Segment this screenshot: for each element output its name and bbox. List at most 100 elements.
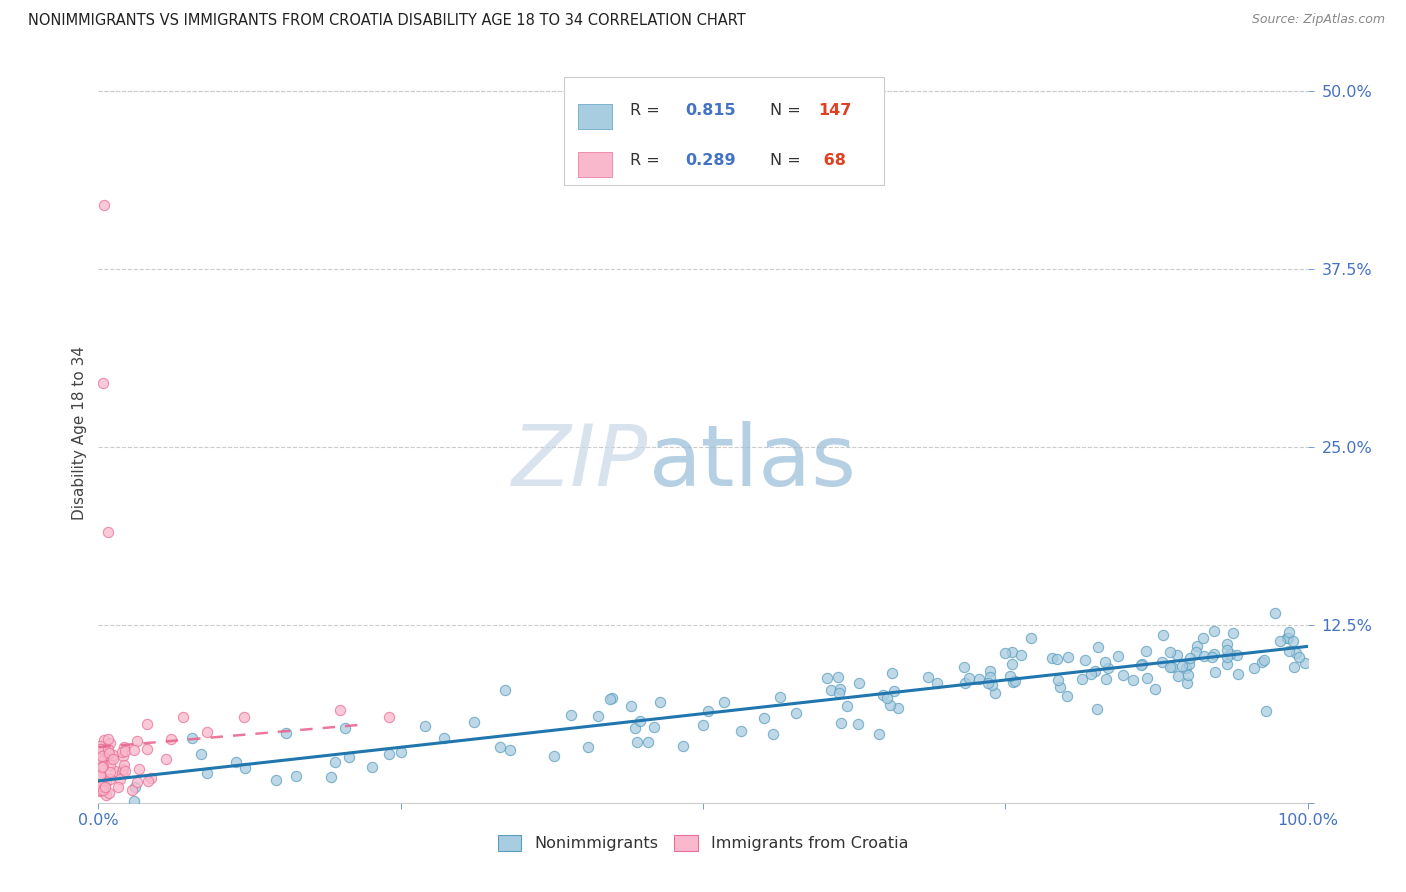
Point <box>413 718 436 732</box>
Point <box>1057 650 1080 665</box>
Point <box>1226 648 1249 662</box>
Y-axis label: Disability Age 18 to 34: Disability Age 18 to 34 <box>72 345 87 520</box>
Point <box>1160 660 1182 674</box>
Point <box>361 760 384 774</box>
Point <box>1278 624 1301 639</box>
Point <box>93 780 115 794</box>
Legend: Nonimmigrants, Immigrants from Croatia: Nonimmigrants, Immigrants from Croatia <box>491 829 915 858</box>
Point <box>284 769 307 783</box>
Point <box>90 754 112 768</box>
Point <box>90 760 112 774</box>
Point <box>828 681 851 696</box>
Point <box>979 670 1001 684</box>
Point <box>1216 643 1239 657</box>
Point <box>1130 657 1153 671</box>
Point <box>827 670 849 684</box>
Point <box>1178 657 1201 671</box>
Point <box>626 735 648 749</box>
Point <box>1227 667 1250 681</box>
Point <box>94 775 117 789</box>
Point <box>1010 648 1032 662</box>
Point <box>1046 673 1069 687</box>
Point <box>93 733 115 747</box>
Point <box>122 743 145 757</box>
Point <box>160 731 183 746</box>
Point <box>830 716 852 731</box>
Point <box>1204 624 1226 639</box>
Point <box>1192 649 1215 664</box>
Point <box>1222 626 1244 640</box>
Point <box>560 707 582 722</box>
Point <box>135 741 157 756</box>
Point <box>89 777 111 791</box>
Point <box>94 788 117 802</box>
Point <box>994 646 1017 660</box>
Point <box>1071 673 1094 687</box>
Point <box>1004 673 1026 688</box>
Point <box>90 774 112 789</box>
Point <box>696 704 718 718</box>
Point <box>138 774 160 789</box>
Point <box>329 703 352 717</box>
Point <box>1001 645 1024 659</box>
Point <box>321 770 343 784</box>
Point <box>1152 655 1174 669</box>
Point <box>90 780 112 794</box>
Point <box>1277 631 1299 645</box>
Bar <box>578 153 613 178</box>
Point <box>1135 643 1157 657</box>
Point <box>1094 655 1116 669</box>
Point <box>141 771 163 785</box>
Point <box>1107 648 1129 663</box>
Point <box>643 720 665 734</box>
Point <box>111 765 134 780</box>
Text: NONIMMIGRANTS VS IMMIGRANTS FROM CROATIA DISABILITY AGE 18 TO 34 CORRELATION CHA: NONIMMIGRANTS VS IMMIGRANTS FROM CROATIA… <box>28 13 745 29</box>
Point <box>1175 661 1198 675</box>
Point <box>172 710 194 724</box>
Point <box>121 782 143 797</box>
Point <box>1216 657 1239 671</box>
Point <box>879 698 901 712</box>
Point <box>917 670 939 684</box>
Point <box>89 748 111 763</box>
Point <box>1275 631 1298 645</box>
Point <box>1056 690 1078 704</box>
Point <box>125 775 148 789</box>
Point <box>91 749 114 764</box>
Point <box>1019 631 1042 645</box>
Point <box>232 710 254 724</box>
Point <box>378 747 401 762</box>
Point <box>817 671 839 685</box>
Point <box>89 739 111 753</box>
Point <box>586 708 609 723</box>
Point <box>135 717 157 731</box>
Point <box>1204 665 1226 679</box>
Point <box>225 755 247 769</box>
Point <box>1159 645 1181 659</box>
Point <box>274 725 297 739</box>
Point <box>91 758 114 772</box>
Point <box>1166 648 1188 662</box>
Point <box>494 682 516 697</box>
Point <box>1178 650 1201 665</box>
Point <box>977 676 1000 690</box>
Point <box>94 780 117 794</box>
Point <box>190 747 212 761</box>
Point <box>957 671 980 685</box>
Point <box>98 765 121 780</box>
Point <box>155 752 177 766</box>
Point <box>1136 671 1159 685</box>
Point <box>1097 661 1119 675</box>
Point <box>1175 676 1198 690</box>
Point <box>103 752 125 766</box>
Text: N =: N = <box>769 103 800 118</box>
Point <box>1074 652 1097 666</box>
Point <box>769 690 792 705</box>
Point <box>98 736 121 750</box>
Text: 0.289: 0.289 <box>685 153 735 168</box>
Point <box>846 716 869 731</box>
Point <box>96 731 118 746</box>
Point <box>820 683 842 698</box>
Point <box>876 690 898 705</box>
Point <box>333 721 356 735</box>
